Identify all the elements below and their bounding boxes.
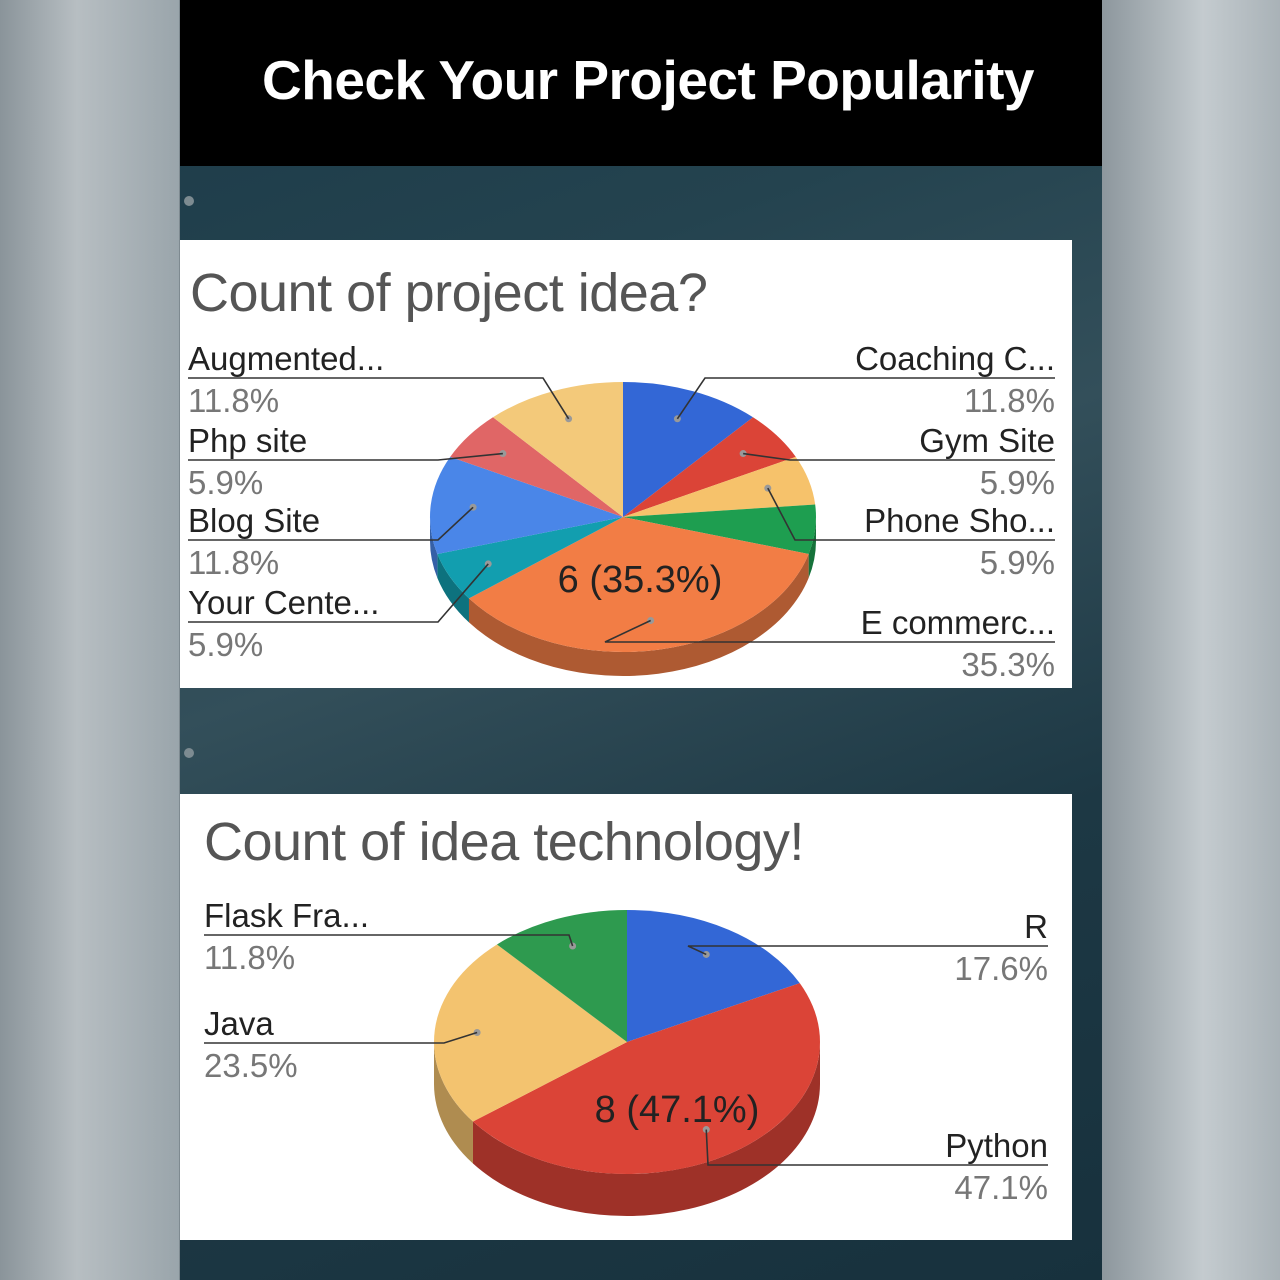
chart-title: Count of project idea? <box>190 263 708 323</box>
callout-line <box>204 1031 478 1044</box>
pie-slice-coaching-c[interactable] <box>623 382 754 517</box>
callout-label-blog-site: Blog Site <box>188 502 320 539</box>
callout-percent-your-cente: 5.9% <box>188 626 263 663</box>
callout-dot <box>569 942 577 950</box>
callout-percent-flask-fra: 11.8% <box>204 939 295 976</box>
callout-label-e-commerc: E commerc... <box>861 604 1055 641</box>
pie-depth-group <box>434 1042 820 1216</box>
callout-label-augmented: Augmented... <box>188 340 384 377</box>
carousel-dot-1 <box>184 196 194 206</box>
callout-label-gym-site: Gym Site <box>919 422 1055 459</box>
pie-slices-group <box>430 382 816 652</box>
callout-label-python: Python <box>945 1127 1048 1164</box>
pie-slice-flask-fra[interactable] <box>496 910 627 1042</box>
callout-percent-blog-site: 11.8% <box>188 544 279 581</box>
callout-line <box>767 487 1055 541</box>
phone-screen: Check Your Project Popularity Count of p… <box>180 0 1102 1280</box>
pie-side-python <box>472 1042 820 1216</box>
callout-label-php-site: Php site <box>188 422 307 459</box>
callout-percent-coaching-c: 11.8% <box>964 382 1055 419</box>
pie-side-blog-site <box>430 517 438 578</box>
pie-slices-group <box>434 910 821 1175</box>
chart-card-project-idea: Count of project idea? 6 (35.3%) Coaching… <box>180 240 1072 688</box>
pie-value-label: 6 (35.3%) <box>558 559 723 601</box>
pie-side-your-cente <box>437 553 469 623</box>
callout-label-r: R <box>1024 908 1048 945</box>
pie-slice-blog-site[interactable] <box>430 456 623 554</box>
callout-line <box>188 506 474 541</box>
callout-dot <box>473 1029 481 1036</box>
pie-side-java <box>434 1042 473 1164</box>
pie-slice-e-commerc[interactable] <box>468 517 809 652</box>
pie-depth-group <box>430 517 816 676</box>
callout-label-java: Java <box>204 1005 274 1042</box>
callout-percent-java: 23.5% <box>204 1047 298 1084</box>
pie-callouts-group: R 17.6% Python 47.1% Java 23.5% Flask Fra... 11… <box>204 897 1048 1206</box>
callout-dot <box>702 950 710 958</box>
pie-chart-project-idea: 6 (35.3%)Coaching C...11.8%Gym Site5.9%P… <box>188 340 1055 683</box>
pie-chart-idea-technology: 8 (47.1%) R 17.6% Python 47.1% Java 23.5% Flask… <box>204 897 1048 1216</box>
callout-line <box>188 377 570 420</box>
callout-label-your-cente: Your Cente... <box>188 584 379 621</box>
pie-slice-your-cente[interactable] <box>437 517 623 599</box>
callout-line <box>204 934 574 947</box>
page-title: Check Your Project Popularity <box>262 49 1035 111</box>
pie-side-unlabeled-3 <box>808 517 816 578</box>
callout-percent-php-site: 5.9% <box>188 464 263 501</box>
callout-dot <box>702 1126 710 1134</box>
pie-slice-java[interactable] <box>434 944 627 1122</box>
pie-slice-gym-site[interactable] <box>623 417 796 517</box>
callout-percent-augmented: 11.8% <box>188 382 279 419</box>
callout-label-phone-sho: Phone Sho... <box>864 502 1055 539</box>
callout-percent-e-commerc: 35.3% <box>961 646 1055 683</box>
pie-value-label: 8 (47.1%) <box>595 1089 760 1131</box>
callout-percent-r: 17.6% <box>954 950 1048 987</box>
callout-line <box>188 563 489 623</box>
pie-slice-r[interactable] <box>627 910 800 1042</box>
callout-line <box>743 452 1055 461</box>
pie-slice-phone-sho[interactable] <box>623 456 816 517</box>
callout-line <box>188 452 503 461</box>
callout-line <box>705 1129 1048 1166</box>
callout-percent-python: 47.1% <box>954 1169 1048 1206</box>
carousel-dot-2 <box>184 748 194 758</box>
chart-card-idea-technology: Count of idea technology! 8 (47.1%) R 17.6… <box>180 794 1072 1240</box>
pie-slice-augmented[interactable] <box>492 382 623 517</box>
chart-title: Count of idea technology! <box>204 812 804 872</box>
callout-percent-phone-sho: 5.9% <box>980 544 1055 581</box>
callout-line <box>604 619 1055 643</box>
pie-slice-unlabeled-3[interactable] <box>623 504 816 554</box>
header-banner: Check Your Project Popularity <box>180 0 1102 166</box>
callout-line <box>676 377 1055 420</box>
callout-label-flask-fra: Flask Fra... <box>204 897 369 934</box>
callout-percent-gym-site: 5.9% <box>980 464 1055 501</box>
pie-slice-php-site[interactable] <box>450 417 623 517</box>
callout-line <box>687 945 1048 956</box>
callout-label-coaching-c: Coaching C... <box>855 340 1055 377</box>
pie-slice-python[interactable] <box>472 983 821 1175</box>
pie-side-e-commerc <box>468 553 809 676</box>
